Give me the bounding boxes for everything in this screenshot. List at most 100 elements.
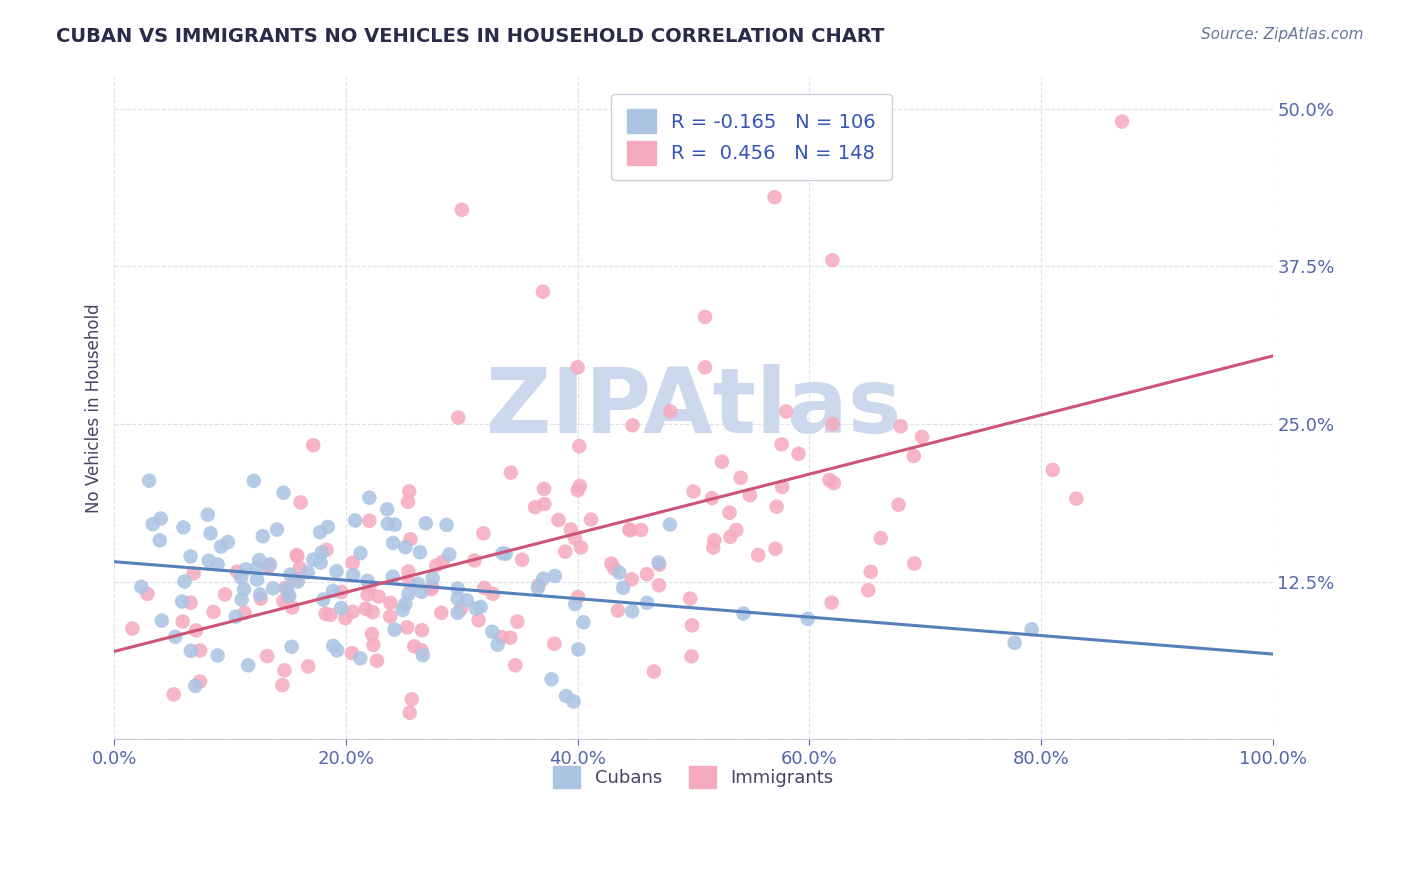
Immigrants [398,575,420,590]
Immigrants [361,627,384,641]
Immigrants [256,648,278,663]
Cubans [322,639,344,653]
Immigrants [903,557,925,571]
Cubans [302,552,325,566]
Cubans [280,567,302,582]
Immigrants [564,532,586,546]
Cubans [612,581,634,595]
Immigrants [607,603,630,617]
Cubans [252,529,274,543]
Immigrants [700,491,723,505]
Cubans [278,589,301,603]
Immigrants [411,643,433,657]
Immigrants [682,484,704,499]
Cubans [287,574,309,589]
Cubans [486,638,509,652]
Text: Source: ZipAtlas.com: Source: ZipAtlas.com [1201,27,1364,42]
Cubans [138,474,160,488]
Cubans [172,594,194,608]
Cubans [439,548,461,562]
Cubans [456,593,478,607]
Cubans [309,525,332,540]
Cubans [266,523,288,537]
Immigrants [184,624,207,638]
Cubans [311,545,333,559]
Immigrants [420,582,443,596]
Cubans [326,643,349,657]
Cubans [531,572,554,586]
Immigrants [420,580,443,594]
Immigrants [702,541,724,555]
Immigrants [315,542,337,557]
Cubans [231,592,253,607]
Cubans [356,574,378,588]
Immigrants [775,404,797,418]
Cubans [262,581,284,595]
Immigrants [527,578,550,592]
Cubans [398,587,420,601]
Cubans [225,609,247,624]
Immigrants [302,438,325,452]
Immigrants [648,578,671,592]
Immigrants [503,658,526,673]
Immigrants [285,548,308,562]
Immigrants [425,558,447,573]
Cubans [276,582,298,596]
Cubans [447,606,470,620]
Cubans [349,546,371,560]
Immigrants [547,513,569,527]
Cubans [607,566,630,580]
Cubans [173,574,195,589]
Immigrants [202,605,225,619]
Immigrants [738,488,761,502]
Immigrants [281,600,304,615]
Cubans [394,597,416,611]
Cubans [470,599,492,614]
Immigrants [277,589,299,603]
Cubans [564,597,586,611]
Cubans [273,485,295,500]
Cubans [544,569,567,583]
Cubans [309,556,332,570]
Immigrants [560,523,582,537]
Immigrants [287,549,309,564]
Immigrants [725,523,748,537]
Immigrants [859,565,882,579]
Cubans [243,474,266,488]
Immigrants [499,466,522,480]
Immigrants [380,609,402,624]
Immigrants [447,410,470,425]
Immigrants [911,430,934,444]
Immigrants [257,559,280,574]
Immigrants [319,607,342,622]
Immigrants [533,482,555,496]
Cubans [316,520,339,534]
Cubans [217,535,239,549]
Immigrants [903,449,925,463]
Cubans [197,554,219,568]
Immigrants [681,618,703,632]
Immigrants [472,526,495,541]
Immigrants [274,581,297,595]
Immigrants [730,471,752,485]
Immigrants [354,602,377,616]
Cubans [422,571,444,585]
Cubans [238,658,260,673]
Cubans [394,540,416,554]
Immigrants [499,631,522,645]
Cubans [149,511,172,525]
Immigrants [569,541,592,555]
Cubans [207,648,229,663]
Cubans [142,517,165,532]
Immigrants [136,587,159,601]
Cubans [229,570,252,584]
Immigrants [380,596,402,610]
Immigrants [887,498,910,512]
Cubans [381,570,404,584]
Cubans [344,514,367,528]
Immigrants [366,654,388,668]
Cubans [481,624,503,639]
Immigrants [823,476,845,491]
Immigrants [396,565,419,579]
Cubans [572,615,595,630]
